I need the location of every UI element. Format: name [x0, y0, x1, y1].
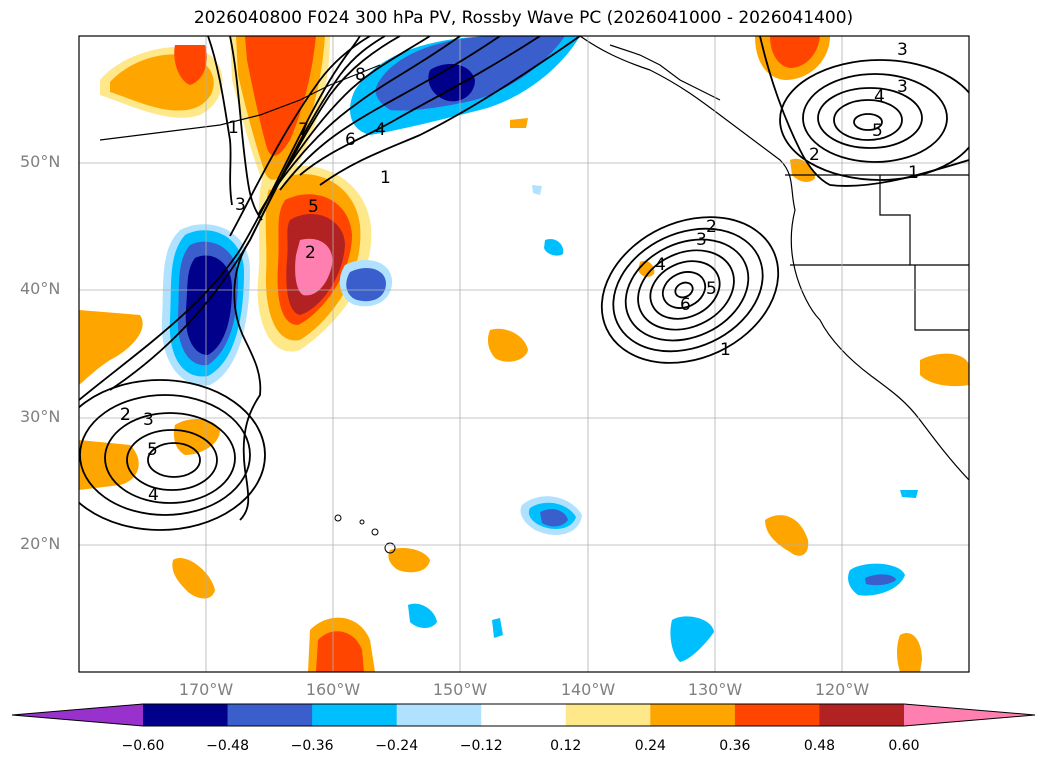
colorbar-tick-label: −0.36 — [290, 738, 334, 754]
contour-label: 2 — [305, 243, 316, 263]
contour-label: 5 — [308, 197, 319, 217]
contour-label: 5 — [872, 121, 883, 141]
contour-label: 1 — [908, 163, 919, 183]
contour-label: 2 — [706, 217, 717, 237]
colorbar-tick-label: −0.24 — [375, 738, 419, 754]
gridlines — [79, 36, 969, 672]
lon-label-130w: 130°W — [687, 680, 743, 699]
colorbar-segment — [565, 704, 651, 726]
positive-anomaly-pink — [295, 238, 333, 296]
contour-labels: 1 3 2 6 4 1 8 7 2 3 2 3 4 5 6 5 1 2 3 5 … — [120, 40, 919, 505]
lon-label-120w: 120°W — [814, 680, 870, 699]
colorbar-extend-low — [12, 704, 143, 726]
contour-label: 1 — [228, 118, 239, 138]
colorbar-tick-label: 0.12 — [550, 738, 582, 754]
lat-label-30n: 30°N — [20, 407, 61, 426]
colorbar-tick-label: −0.12 — [459, 738, 503, 754]
colorbar-extend-high — [904, 704, 1035, 726]
contour-label: 4 — [874, 87, 885, 107]
contour-label: 6 — [680, 295, 691, 315]
colorbar-tick-label: 0.24 — [634, 738, 666, 754]
pv-shading — [79, 36, 969, 672]
lon-label-170w: 170°W — [178, 680, 234, 699]
lat-label-20n: 20°N — [20, 534, 61, 553]
colorbar-segment — [734, 704, 820, 726]
colorbar-segment — [312, 704, 398, 726]
contour-label: 1 — [380, 168, 391, 188]
lon-label-160w: 160°W — [305, 680, 361, 699]
lon-label-140w: 140°W — [560, 680, 616, 699]
colorbar-segment — [143, 704, 229, 726]
colorbar-tick-label: −0.60 — [121, 738, 165, 754]
contour-label: 4 — [655, 255, 666, 275]
contour-label: 6 — [345, 130, 356, 150]
contour-label: 4 — [375, 120, 386, 140]
contour-label: 5 — [706, 279, 717, 299]
hawaii-islands — [334, 514, 396, 554]
colorbar — [11, 703, 1036, 727]
map-frame — [78, 35, 970, 673]
contour-label: 7 — [298, 120, 309, 140]
lon-label-150w: 150°W — [432, 680, 488, 699]
contour-label: 8 — [355, 65, 366, 85]
contour-label: 3 — [143, 410, 154, 430]
contour-label: 3 — [897, 77, 908, 97]
contour-label: 3 — [897, 40, 908, 60]
coastlines — [99, 36, 969, 481]
contour-label: 1 — [720, 340, 731, 360]
contour-label: 4 — [148, 485, 159, 505]
contour-label: 3 — [696, 230, 707, 250]
colorbar-segment — [227, 704, 313, 726]
colorbar-tick-label: 0.48 — [803, 738, 836, 754]
contour-label: 2 — [120, 405, 131, 425]
contour-label: 2 — [809, 145, 820, 165]
colorbar-segment — [396, 704, 482, 726]
colorbar-segment — [481, 704, 567, 726]
contour-label: 2 — [120, 405, 131, 425]
lat-label-50n: 50°N — [20, 152, 61, 171]
contour-label: 5 — [147, 440, 158, 460]
colorbar-segment — [819, 704, 905, 726]
colorbar-segment — [650, 704, 736, 726]
map-title: 2026040800 F024 300 hPa PV, Rossby Wave … — [193, 8, 854, 28]
colorbar-tick-label: 0.36 — [719, 738, 751, 754]
contour-label: 3 — [235, 195, 246, 215]
lat-label-40n: 40°N — [20, 279, 61, 298]
colorbar-tick-label: −0.48 — [206, 738, 249, 754]
colorbar-tick-label: 0.60 — [888, 738, 920, 754]
pv-contours — [79, 36, 969, 531]
